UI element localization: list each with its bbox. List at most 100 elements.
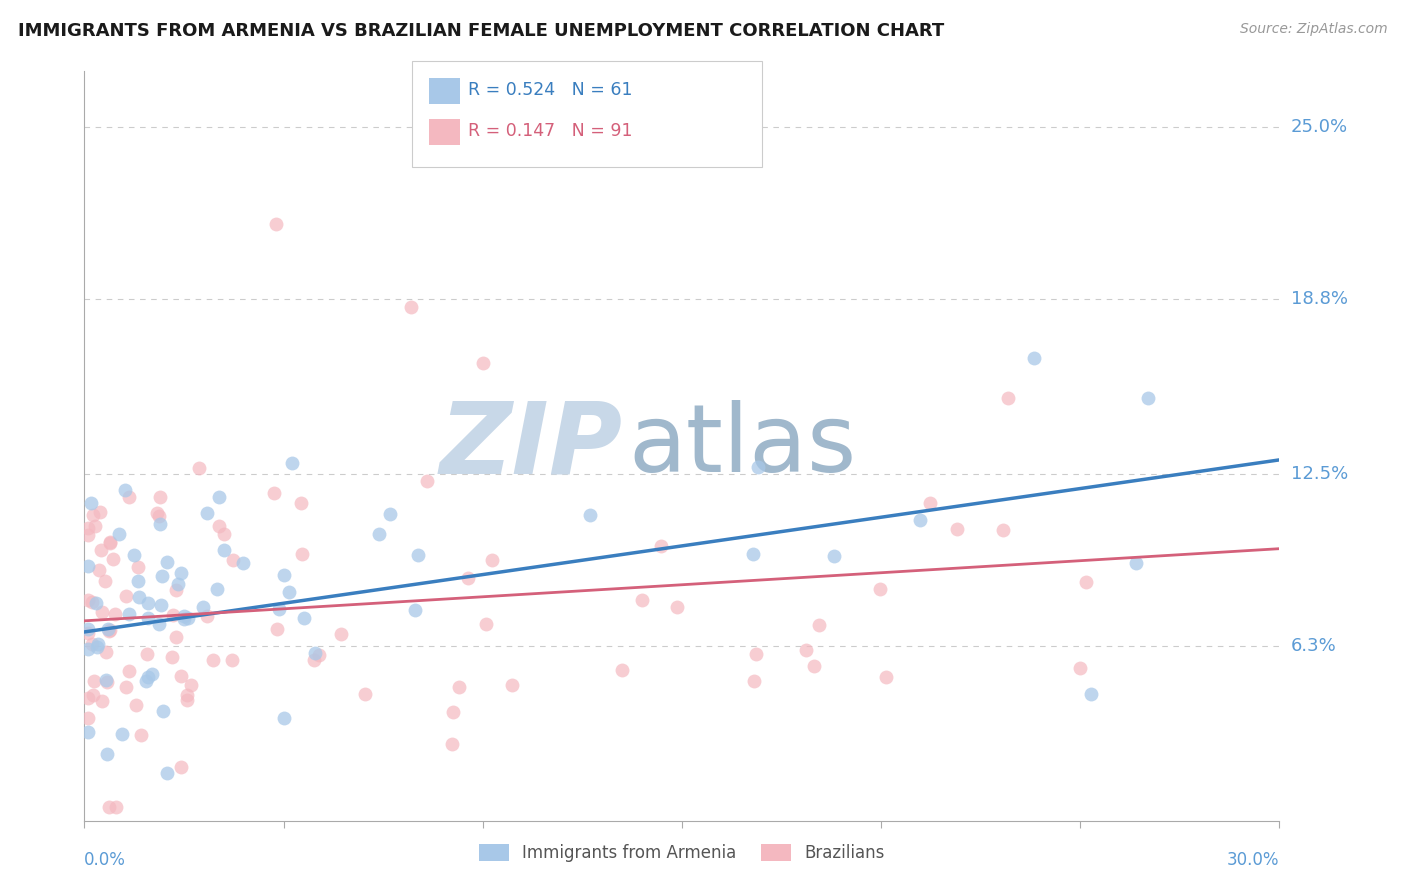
Point (94, 574, 117, 588)
Point (273, 711, 295, 725)
Text: ZIP: ZIP (439, 398, 623, 494)
Point (124, 549, 146, 563)
Point (501, 678, 523, 692)
Point (165, 630, 187, 644)
Point (173, 608, 195, 623)
Point (380, 507, 402, 521)
Point (177, 611, 200, 625)
Point (108, 527, 131, 541)
Text: IMMIGRANTS FROM ARMENIA VS BRAZILIAN FEMALE UNEMPLOYMENT CORRELATION CHART: IMMIGRANTS FROM ARMENIA VS BRAZILIAN FEM… (18, 22, 945, 40)
Text: 25.0%: 25.0% (1291, 118, 1348, 136)
Point (266, 622, 288, 636)
Point (90, 543, 112, 558)
Point (114, 680, 136, 694)
Point (291, 547, 314, 561)
Point (1022, 351, 1045, 365)
Point (329, 627, 352, 641)
Point (77, 642, 100, 657)
Point (91, 605, 114, 619)
Point (908, 513, 931, 527)
Point (918, 496, 941, 510)
Point (149, 490, 172, 504)
Point (991, 524, 1014, 538)
Point (747, 459, 769, 474)
Point (1137, 391, 1160, 405)
Point (406, 548, 429, 562)
Point (176, 688, 198, 702)
Point (290, 495, 312, 509)
Point (208, 519, 231, 533)
Point (97, 622, 120, 636)
Point (77, 725, 100, 739)
Point (148, 617, 170, 632)
Point (160, 649, 183, 664)
Point (80, 595, 103, 609)
Point (125, 698, 148, 713)
Point (94, 645, 117, 659)
Point (666, 600, 689, 615)
Point (152, 704, 174, 718)
Point (136, 596, 159, 610)
Text: 30.0%: 30.0% (1227, 851, 1279, 869)
Point (84, 519, 107, 533)
Point (87, 563, 110, 577)
Point (1125, 557, 1147, 571)
Point (273, 567, 295, 582)
Point (399, 300, 422, 314)
Point (745, 647, 768, 661)
Point (97, 799, 120, 814)
Point (77, 711, 100, 725)
Point (808, 618, 831, 632)
Point (94, 673, 117, 687)
Point (145, 506, 167, 520)
Point (77, 690, 100, 705)
Point (82, 688, 104, 702)
Point (89, 505, 111, 519)
Point (115, 589, 138, 603)
Point (77, 622, 100, 636)
Point (170, 760, 193, 774)
Point (195, 506, 218, 520)
Point (97, 624, 120, 638)
Y-axis label: Female Unemployment: Female Unemployment (0, 357, 7, 535)
Point (803, 658, 825, 673)
Text: 0.0%: 0.0% (84, 851, 127, 869)
Point (136, 647, 159, 661)
Point (176, 692, 198, 706)
Point (136, 611, 159, 625)
Point (630, 593, 652, 607)
Point (83, 674, 105, 689)
Point (875, 670, 897, 684)
Point (264, 217, 287, 231)
Point (91, 694, 114, 708)
Point (156, 555, 179, 569)
Point (471, 356, 494, 370)
Point (281, 456, 304, 470)
Point (77, 521, 100, 535)
Point (111, 727, 134, 741)
Point (650, 539, 672, 553)
Point (150, 599, 173, 613)
Point (195, 609, 218, 624)
Point (404, 603, 426, 617)
Point (212, 542, 235, 557)
Point (457, 571, 479, 585)
Point (742, 674, 765, 689)
Point (304, 646, 326, 660)
Point (98, 624, 121, 638)
Point (481, 553, 503, 567)
Point (474, 617, 496, 632)
Point (1074, 574, 1097, 589)
Point (150, 569, 173, 583)
Text: R = 0.147   N = 91: R = 0.147 N = 91 (468, 122, 633, 140)
Point (127, 560, 149, 574)
Point (191, 600, 214, 615)
Point (208, 491, 231, 505)
Point (869, 582, 891, 596)
Point (103, 552, 125, 566)
Text: R = 0.524   N = 61: R = 0.524 N = 61 (468, 81, 633, 99)
Point (162, 608, 184, 623)
Point (156, 765, 179, 780)
Point (166, 576, 188, 591)
Point (98, 536, 121, 550)
